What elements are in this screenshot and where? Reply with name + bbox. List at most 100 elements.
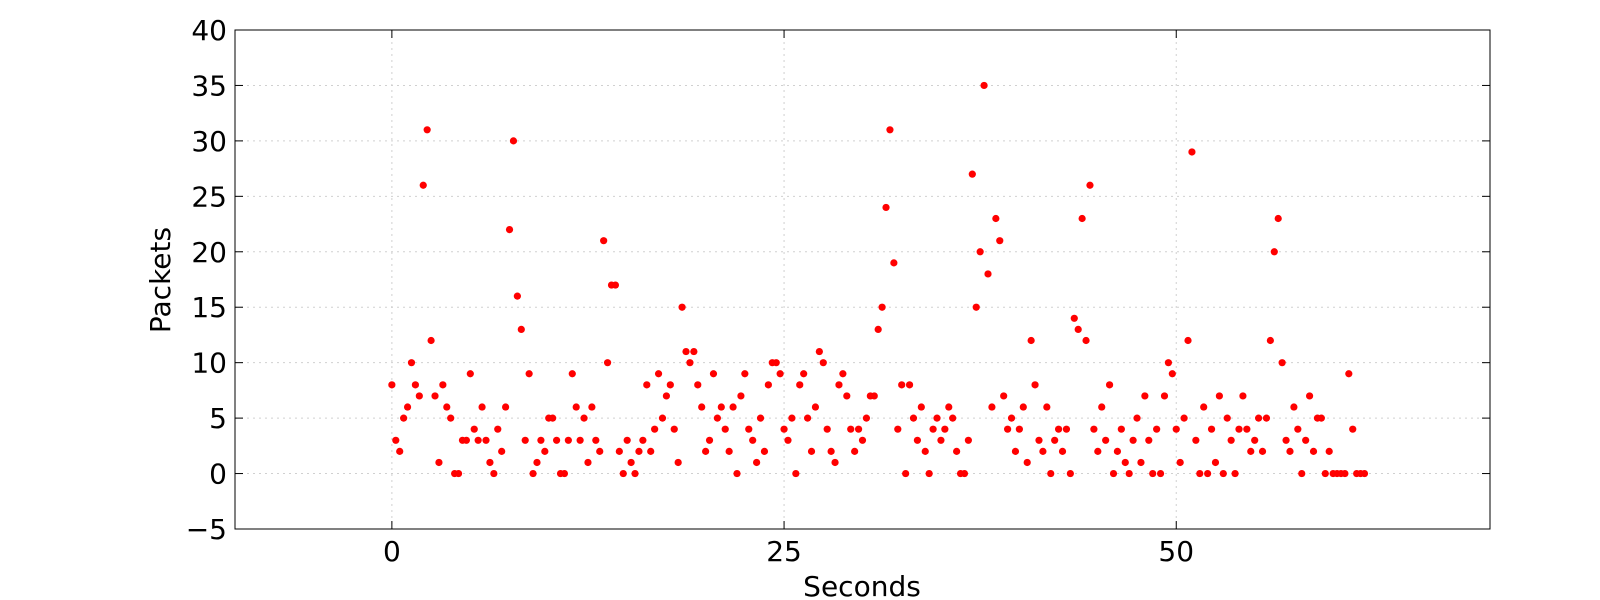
data-point <box>596 447 604 455</box>
data-point <box>549 414 557 422</box>
data-point <box>403 403 412 411</box>
data-point <box>482 436 490 444</box>
data-point <box>733 469 741 478</box>
data-point <box>964 436 972 444</box>
data-point <box>502 403 510 411</box>
data-point <box>1302 436 1310 444</box>
data-point <box>1145 436 1153 444</box>
data-point <box>717 403 725 411</box>
plot-frame <box>234 29 1491 530</box>
data-point <box>1266 336 1274 345</box>
data-point <box>486 458 494 467</box>
data-point <box>831 458 839 467</box>
data-point <box>882 203 890 212</box>
data-point <box>1125 469 1133 478</box>
data-point <box>529 469 537 478</box>
data-point <box>1168 370 1176 378</box>
data-point <box>1102 436 1110 444</box>
data-point <box>976 248 984 256</box>
ticks: −5 0 5 10 15 20 25 30 35 40 0 25 50 <box>186 14 1490 568</box>
data-point <box>584 458 592 467</box>
data-point <box>992 214 1000 223</box>
data-point <box>1058 447 1067 455</box>
data-point <box>1094 447 1102 455</box>
y-tick-label: 30 <box>191 125 227 158</box>
data-point <box>984 270 992 278</box>
data-point <box>392 436 400 444</box>
data-point <box>1223 414 1231 422</box>
data-point <box>431 392 439 400</box>
data-point <box>1188 148 1196 156</box>
data-point <box>941 425 949 433</box>
data-point <box>513 292 521 300</box>
data-point <box>1231 469 1239 478</box>
data-point <box>803 414 812 422</box>
data-point <box>1196 469 1204 478</box>
data-point <box>737 392 745 400</box>
data-point <box>741 370 749 378</box>
data-point <box>635 447 643 455</box>
data-point <box>839 370 847 378</box>
data-point <box>1282 436 1290 444</box>
data-point <box>592 436 600 444</box>
data-point <box>937 436 945 444</box>
data-point <box>933 414 941 422</box>
data-point <box>721 425 729 433</box>
data-point <box>552 436 561 444</box>
data-point <box>1133 414 1141 422</box>
data-point <box>756 414 765 422</box>
data-point <box>874 325 882 333</box>
data-point <box>1039 447 1047 455</box>
data-point <box>435 458 443 467</box>
data-point <box>1105 381 1114 389</box>
data-point <box>827 447 835 455</box>
data-point <box>960 469 969 478</box>
data-point <box>490 469 498 478</box>
data-point <box>847 425 855 433</box>
data-point <box>478 403 486 411</box>
data-point <box>709 370 718 378</box>
data-point <box>1035 436 1043 444</box>
data-point <box>980 81 988 90</box>
data-point <box>654 370 663 378</box>
data-point <box>760 447 769 455</box>
data-point <box>643 381 651 389</box>
data-point <box>1015 425 1023 433</box>
x-axis-label: Seconds <box>803 570 921 600</box>
data-point <box>1109 469 1118 478</box>
data-point <box>1317 414 1325 422</box>
data-point <box>670 425 678 433</box>
data-point <box>1247 447 1255 455</box>
data-point <box>890 259 898 267</box>
data-point <box>525 370 533 378</box>
data-point <box>800 370 808 378</box>
data-point <box>1294 425 1302 433</box>
data-point <box>1325 447 1333 455</box>
data-point <box>1258 447 1267 455</box>
data-point <box>1360 469 1369 478</box>
data-point <box>439 381 447 389</box>
data-point <box>623 436 631 444</box>
data-point <box>682 347 690 356</box>
data-point <box>533 458 541 467</box>
y-tick-label: 20 <box>191 236 227 269</box>
data-point <box>1113 447 1122 455</box>
data-point <box>1129 436 1137 444</box>
data-point <box>639 436 647 444</box>
data-point <box>1204 469 1212 478</box>
data-point <box>819 359 827 367</box>
data-point <box>631 469 639 478</box>
data-point <box>1007 414 1016 422</box>
data-point <box>447 414 455 422</box>
data-point <box>886 126 894 134</box>
data-point <box>611 281 620 289</box>
data-point <box>415 392 423 400</box>
data-point <box>1160 392 1169 400</box>
data-point <box>807 447 816 455</box>
data-point <box>894 425 902 433</box>
data-point <box>666 381 674 389</box>
data-point <box>1286 447 1294 455</box>
data-point <box>1298 469 1306 478</box>
data-point <box>627 458 635 467</box>
